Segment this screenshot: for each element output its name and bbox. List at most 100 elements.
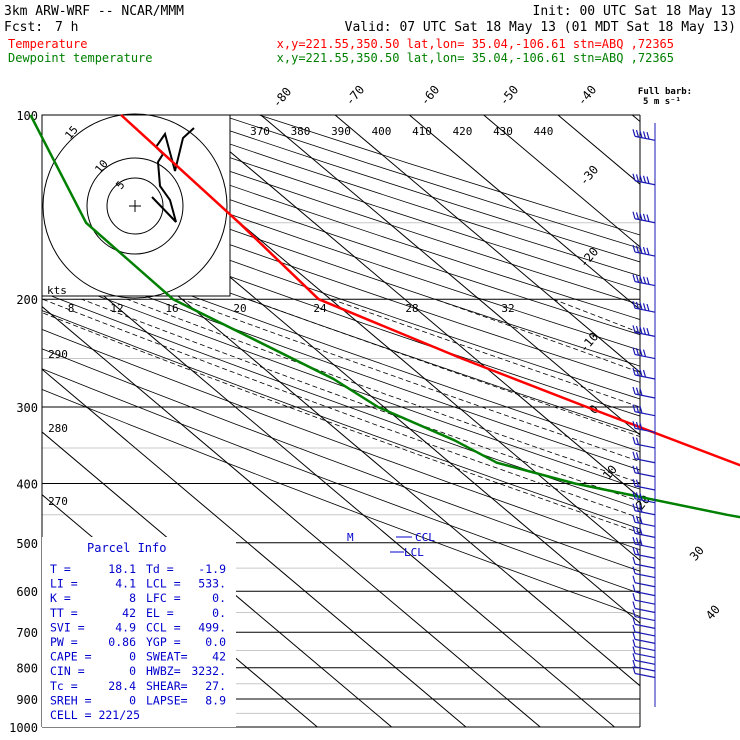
parcel-row-label-right: YGP =	[146, 635, 181, 649]
wind-barb	[632, 556, 656, 569]
full-barb-legend: Full barb:	[638, 87, 692, 97]
barb-flag	[635, 452, 640, 460]
pressure-tick-label: 700	[16, 626, 38, 640]
parcel-row-label: CELL = 221/25	[50, 708, 140, 722]
wind-barb	[632, 666, 656, 679]
isotherm-line	[42, 243, 615, 727]
barb-flag	[635, 174, 640, 182]
barb-flag	[632, 646, 636, 654]
parcel-row-value-right: 499.	[198, 620, 226, 634]
barb-flag	[632, 593, 636, 601]
barb-flag	[632, 173, 636, 181]
temperature-location: x,y=221.55,350.50 lat,lon= 35.04,-106.61…	[277, 37, 674, 51]
isotherm-line	[260, 115, 640, 436]
barb-shaft	[634, 666, 656, 672]
barb-flag	[632, 367, 636, 376]
hodograph-scale-label: 24	[313, 302, 327, 315]
parcel-row-value-right: 8.9	[205, 693, 226, 707]
wind-barb	[632, 566, 656, 579]
barb-flag	[635, 421, 640, 430]
parcel-row-label: Tc =	[50, 679, 78, 693]
barb-flag	[639, 422, 643, 430]
barb-flag	[632, 515, 636, 523]
moist-adiabat	[181, 298, 640, 463]
barb-shaft	[634, 599, 656, 605]
dry-adiabat	[42, 223, 640, 435]
isotherm-line	[334, 115, 640, 373]
dry-adiabat	[42, 388, 640, 617]
dry-adiabat	[42, 240, 640, 453]
barb-flag	[635, 275, 640, 283]
moist-adiabat	[42, 298, 640, 519]
wind-barb	[632, 347, 656, 360]
wind-barb	[632, 515, 656, 527]
barb-flag	[639, 492, 643, 501]
barb-flag	[632, 653, 636, 661]
parcel-row-label-right: LAPSE=	[146, 693, 188, 707]
parcel-row-value-right: 42	[212, 650, 226, 664]
wind-barb	[632, 367, 656, 380]
wind-barb	[632, 632, 656, 644]
barb-flag	[635, 325, 640, 334]
wind-barb	[632, 659, 656, 672]
barb-flag	[642, 276, 647, 284]
barb-flag	[635, 504, 640, 512]
pressure-tick-label: 900	[16, 693, 38, 707]
wind-barb	[632, 617, 656, 629]
barb-shaft	[634, 645, 656, 652]
theta-label: 380	[291, 125, 311, 138]
barb-shaft	[634, 563, 656, 569]
barb-flag	[639, 174, 643, 183]
parcel-row-value-right: -1.9	[198, 562, 226, 576]
wind-barb	[632, 646, 656, 659]
wind-barb	[632, 465, 656, 478]
barb-shaft	[634, 652, 656, 659]
parcel-row-value: 4.1	[115, 577, 136, 591]
wind-barb	[632, 421, 656, 433]
barb-shaft	[634, 672, 656, 679]
barb-flag	[632, 386, 636, 395]
barb-flag	[632, 547, 636, 555]
barb-shaft	[634, 582, 656, 588]
forecast-label: Fcst:	[4, 20, 43, 35]
barb-flag	[642, 349, 647, 357]
dry-adiabat-label: 280	[48, 422, 68, 435]
parcel-row-label-right: LCL =	[146, 577, 181, 591]
barb-flag	[639, 405, 643, 414]
wind-barb	[632, 244, 656, 257]
barb-flag	[642, 131, 647, 139]
theta-label: 420	[453, 125, 473, 138]
barb-flag	[635, 405, 640, 413]
full-barb-legend-units: 5 m s⁻¹	[643, 97, 681, 107]
barb-flag	[632, 639, 636, 647]
wind-barb	[632, 653, 656, 665]
barb-flag	[635, 212, 640, 220]
barb-flag	[635, 437, 640, 445]
wind-barb	[632, 593, 656, 605]
parcel-row-value-right: 0.	[212, 591, 226, 605]
parcel-row-label: LI =	[50, 577, 78, 591]
barb-flag	[632, 465, 636, 473]
barb-flag	[646, 328, 650, 336]
pressure-tick-label: 600	[16, 585, 38, 599]
barb-flag	[635, 387, 640, 395]
theta-label: 390	[331, 125, 351, 138]
barb-flag	[632, 617, 636, 625]
barb-flag	[635, 129, 640, 138]
dry-adiabat	[42, 192, 640, 400]
hodograph-scale-label: 32	[501, 302, 514, 315]
parcel-row-value: 4.9	[115, 620, 136, 634]
dry-adiabat	[42, 368, 640, 594]
parcel-row-value: 0	[129, 650, 136, 664]
dry-adiabat	[42, 176, 640, 383]
barb-flag	[646, 176, 650, 184]
parcel-row-label-right: EL =	[146, 606, 174, 620]
isotherm-line	[42, 431, 392, 727]
wind-barb	[632, 575, 656, 588]
wind-barb	[632, 386, 656, 399]
wind-barb	[632, 404, 656, 417]
barb-flag	[639, 213, 643, 221]
barb-flag	[639, 527, 643, 535]
parcel-row-label: SVI =	[50, 620, 85, 634]
